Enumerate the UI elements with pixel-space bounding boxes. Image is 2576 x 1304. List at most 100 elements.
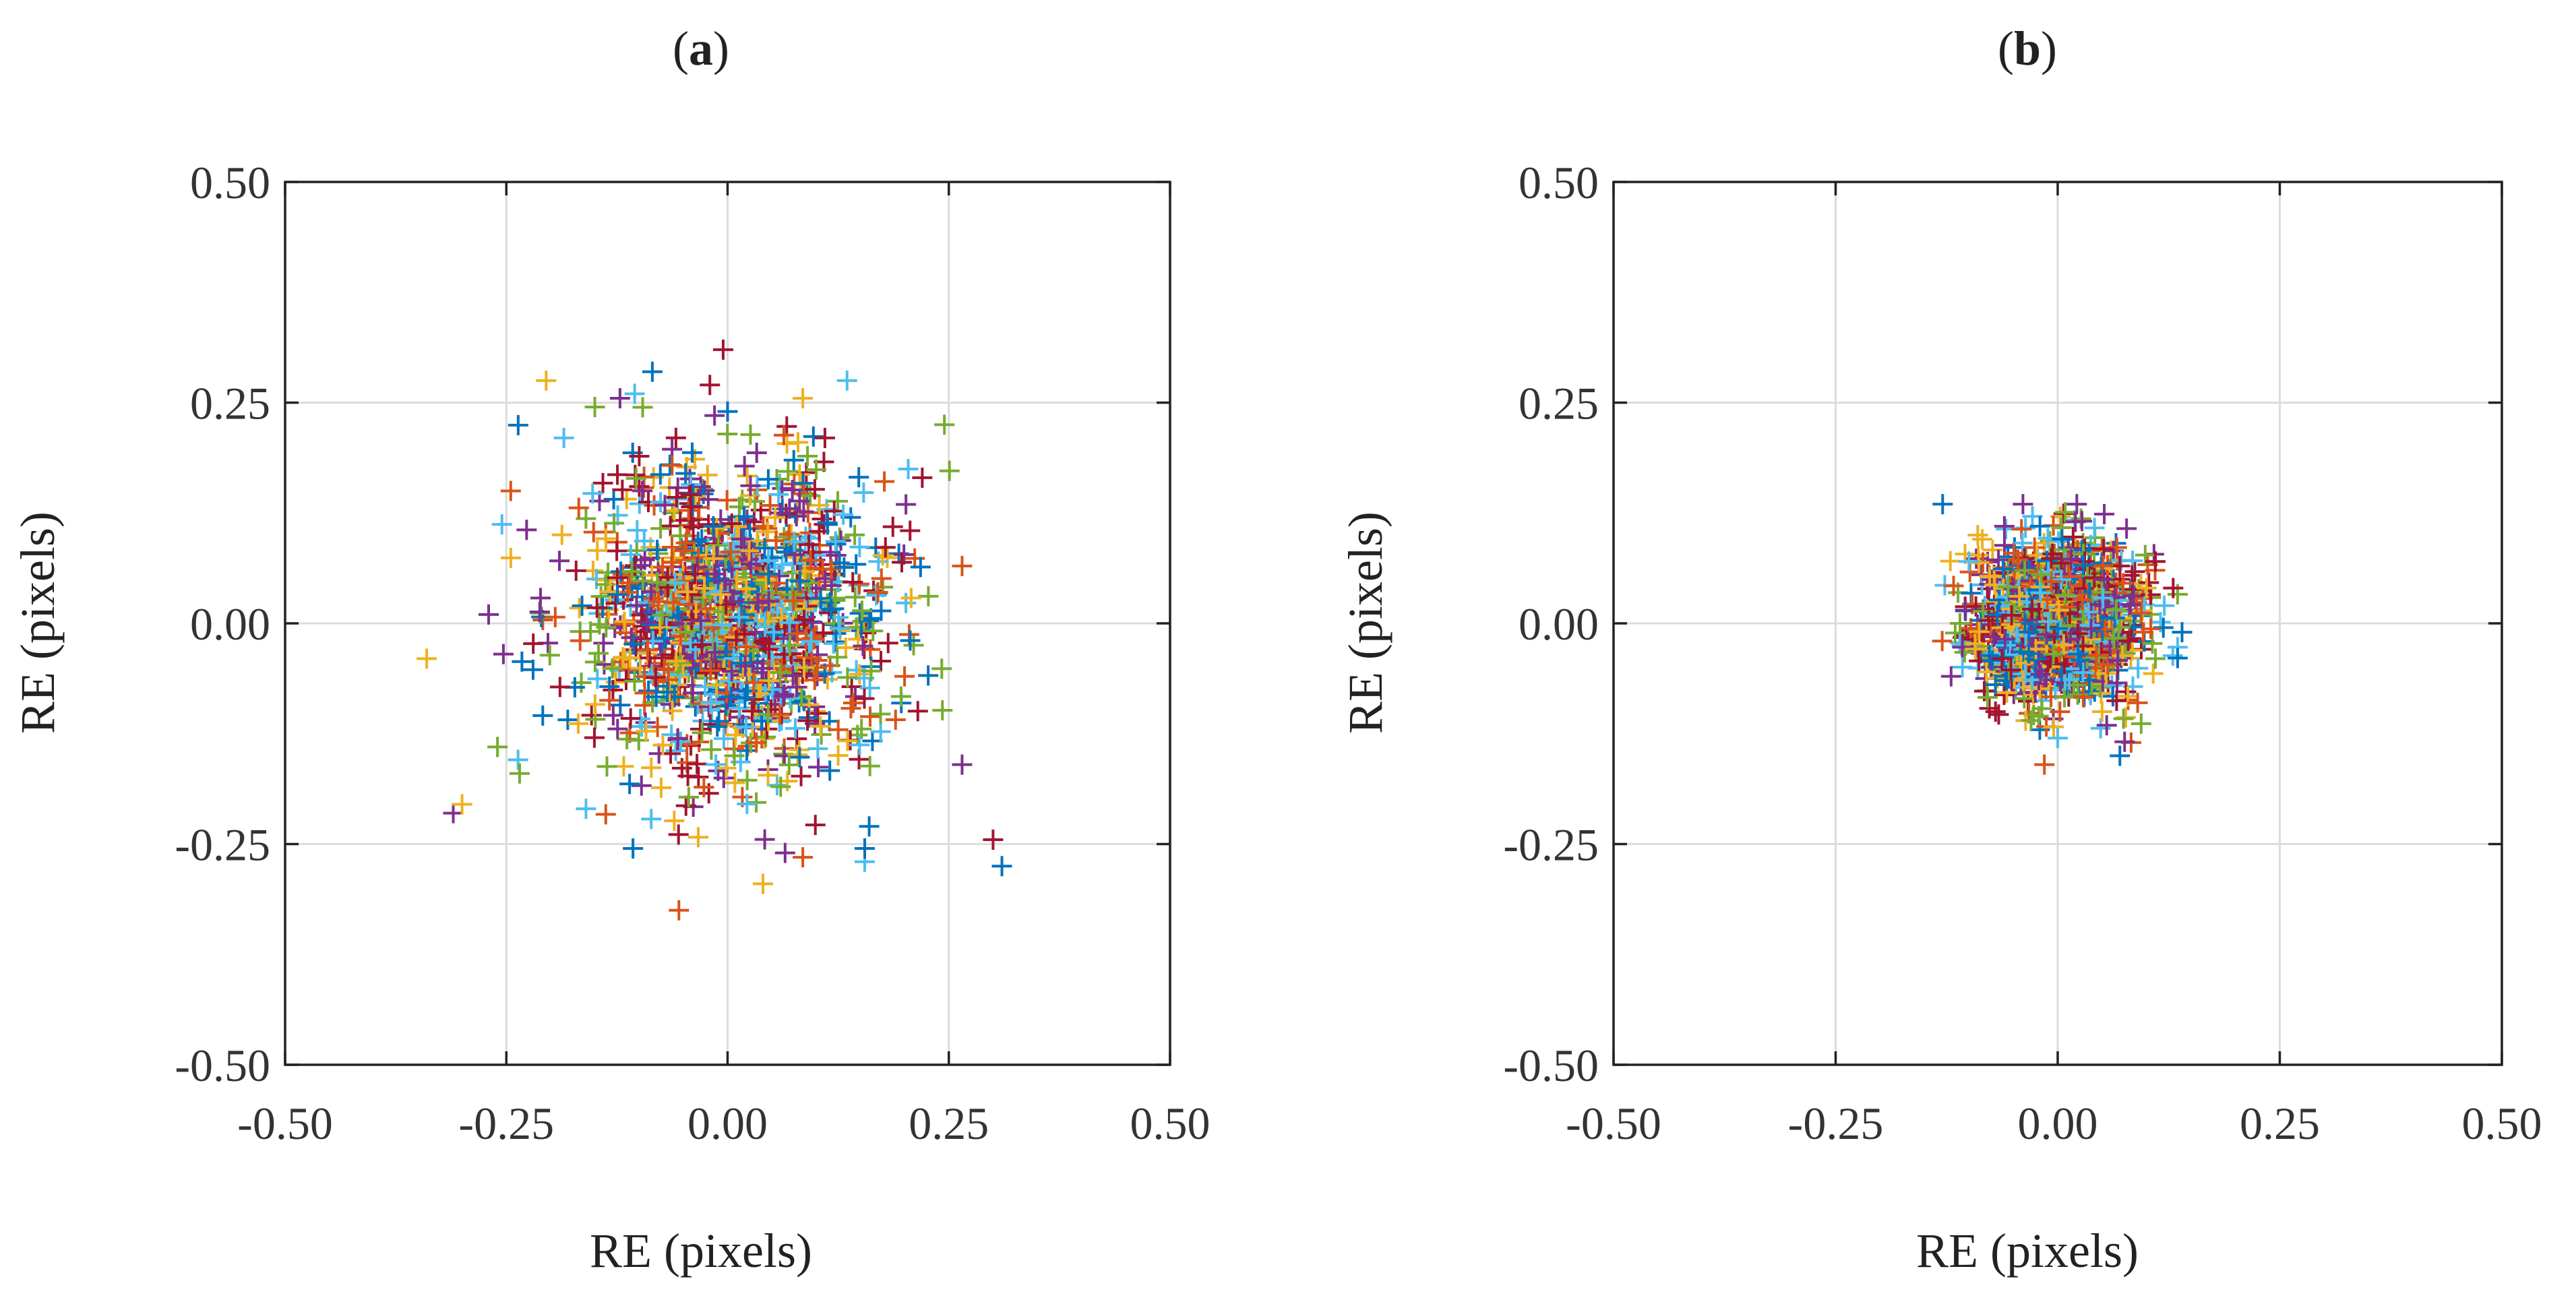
panel-a-point-s5-72 — [828, 491, 849, 511]
panel-a-point-s6-1 — [508, 749, 528, 770]
panel-a-point-s1-83 — [758, 469, 778, 490]
panel-a-point-s2-189 — [648, 591, 669, 612]
panel-b-point-s4-175 — [2120, 594, 2141, 615]
panel-b-point-s3-98 — [1940, 551, 1961, 571]
panel-b-point-s4-189 — [2108, 650, 2128, 671]
panel-a-point-s5-164 — [596, 617, 617, 638]
panel-a-point-s4-158 — [707, 546, 728, 567]
panel-a-point-s7-189 — [878, 633, 898, 654]
panel-a-x-tick-label-2: 0.00 — [687, 1098, 768, 1149]
panel-a-point-s5-156 — [825, 590, 846, 611]
panel-a-point-s2-191 — [952, 555, 973, 576]
panel-b-point-s3-188 — [2048, 600, 2069, 621]
panel-a-x-tick-label-0: -0.50 — [237, 1098, 333, 1149]
panel-a-point-s7-106 — [892, 552, 913, 573]
panel-a-point-s1-151 — [646, 687, 667, 708]
panel-a-point-s7-102 — [900, 520, 921, 541]
panel-b-point-s4-188 — [1995, 629, 2016, 650]
panel-a-point-s4-188 — [667, 728, 688, 749]
panel-a-point-s7-184 — [685, 563, 706, 584]
panel-b-y-tick-label-1: -0.25 — [1503, 819, 1599, 871]
panel-a-points — [417, 339, 1012, 921]
panel-a-point-s2-154 — [828, 719, 849, 740]
panel-a-point-s1-87 — [572, 595, 592, 616]
panel-b-point-s5-185 — [2104, 628, 2124, 649]
panel-b-letter: b — [2014, 22, 2041, 75]
panel-a-point-s4-117 — [632, 480, 653, 501]
panel-a-point-s2-148 — [617, 582, 638, 602]
panel-a-point-s4-150 — [758, 591, 779, 612]
panel-a-point-s7-169 — [741, 701, 762, 722]
panel-a-x-tick-label-1: -0.25 — [458, 1098, 554, 1149]
panel-a-point-s5-63 — [717, 424, 738, 445]
panel-b-point-s5-187 — [2135, 545, 2155, 565]
panel-a-y-axis-title: RE (pixels) — [11, 511, 65, 734]
panel-b-point-s1-187 — [2019, 643, 2040, 664]
panel-a-point-s1-103 — [650, 464, 671, 485]
panel-b-point-s1-170 — [1997, 632, 2018, 653]
panel-a-point-s6-183 — [829, 618, 850, 639]
panel-a-point-s5-176 — [588, 643, 609, 664]
panel-a-point-s1-178 — [703, 516, 724, 537]
panel-a-point-s5-127 — [806, 459, 827, 480]
panel-a-point-s4-184 — [704, 642, 725, 663]
panel-a-point-s7-83 — [743, 511, 764, 532]
panel-a-point-s1-188 — [607, 584, 628, 605]
panel-a-point-s3-120 — [595, 528, 616, 549]
panel-a-point-s3-190 — [417, 648, 437, 669]
panel-a-point-s5-102 — [851, 718, 872, 739]
panel-a-point-s6-176 — [801, 631, 822, 652]
panel-a-point-s7-41 — [665, 427, 686, 448]
panel-a-point-s4-186 — [493, 644, 514, 664]
panel-a-point-s6-182 — [763, 622, 784, 643]
panel-a-point-s3-187 — [694, 578, 715, 599]
panel-b-point-s7-177 — [2084, 567, 2105, 588]
panel-b-point-s6-33 — [2162, 645, 2183, 666]
panel-a-point-s3-98 — [587, 540, 608, 561]
panel-b-point-s5-178 — [1998, 577, 2019, 598]
panel-a-point-s6-20 — [665, 740, 686, 761]
panel-a-point-s4-31 — [782, 480, 803, 501]
panel-b-point-s6-188 — [2038, 611, 2059, 632]
panel-a-point-s2-185 — [670, 625, 691, 646]
panel-b-y-axis-title: RE (pixels) — [1339, 511, 1392, 734]
panel-a-point-s7-64 — [675, 795, 696, 816]
panel-b-point-s1-191 — [2110, 745, 2130, 766]
panel-a-point-s3-27 — [697, 464, 718, 485]
panel-a-point-s7-125 — [605, 593, 626, 614]
panel-b-point-s7-190 — [2163, 578, 2184, 598]
panel-a-point-s1-183 — [708, 711, 729, 732]
panel-a-point-s7-191 — [983, 829, 1004, 850]
panel-a-point-s2-170 — [637, 640, 658, 660]
panel-a-point-s5-143 — [762, 582, 783, 603]
panel-a-point-s4-194 — [779, 498, 800, 519]
panel-a-point-s4-154 — [747, 592, 768, 613]
panel-b-x-tick-labels: -0.50 -0.25 0.00 0.25 0.50 — [1566, 1098, 2542, 1149]
panel-a-point-s5-185 — [647, 572, 668, 593]
panel-a-point-s4-178 — [853, 635, 873, 656]
panel-a-point-s7-174 — [774, 616, 795, 637]
panel-b-point-s7-99 — [1994, 685, 2015, 706]
panel-a-point-s6-148 — [695, 677, 716, 697]
panel-a-point-s6-126 — [722, 533, 743, 554]
panel-a-point-s6-186 — [784, 531, 805, 552]
panel-a-point-s1-126 — [820, 760, 840, 781]
panel-a-point-s3-112 — [584, 694, 605, 715]
panel-a-point-s5-184 — [859, 755, 880, 776]
panel-b-point-s4-139 — [2025, 682, 2046, 703]
panel-a-point-s7-136 — [683, 517, 704, 538]
panel-a-point-s3-88 — [809, 495, 830, 516]
panel-a-point-s4-153 — [529, 601, 550, 622]
panel-b-point-s4-86 — [1982, 569, 2002, 590]
panel-b-point-s5-85 — [2081, 675, 2102, 695]
panel-b-point-s7-191 — [2145, 551, 2166, 572]
panel-b-point-s4-165 — [2096, 584, 2117, 604]
panel-b-point-s5-190 — [1950, 613, 1971, 633]
panel-b-point-s3-30 — [1972, 529, 1993, 550]
panel-a-point-s6-71 — [870, 721, 891, 742]
panel-b-point-s4-192 — [2065, 511, 2086, 532]
panel-a-point-s1-189 — [790, 571, 811, 592]
panel-b-point-s1-172 — [1982, 650, 2003, 671]
panel-b-point-s4-186 — [2030, 664, 2051, 685]
